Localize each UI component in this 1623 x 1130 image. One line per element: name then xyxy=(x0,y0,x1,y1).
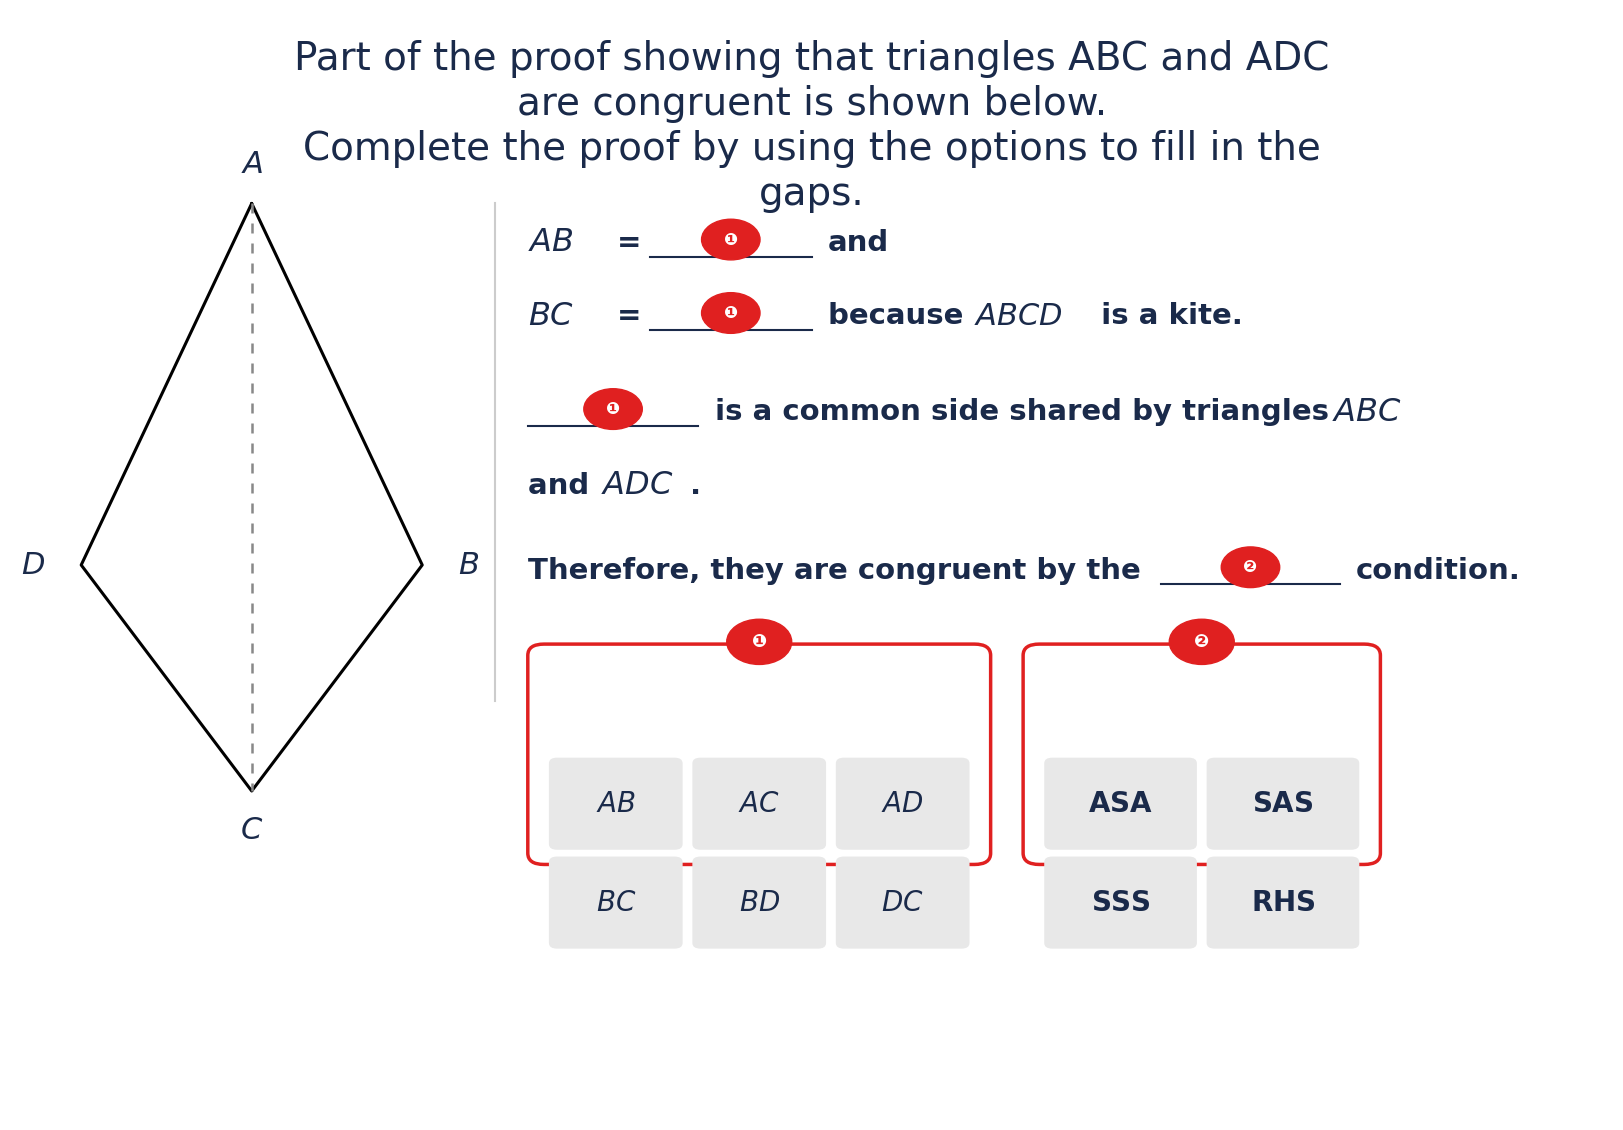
Text: ❷: ❷ xyxy=(1243,558,1256,576)
FancyBboxPatch shape xyxy=(1206,757,1358,850)
Text: is a kite.: is a kite. xyxy=(1091,303,1243,330)
Circle shape xyxy=(1220,547,1279,588)
Circle shape xyxy=(701,219,760,260)
Text: ❶: ❶ xyxy=(724,304,737,322)
FancyBboxPatch shape xyxy=(1206,857,1358,949)
Circle shape xyxy=(701,293,760,333)
Text: $AD$: $AD$ xyxy=(881,790,923,818)
Text: and: and xyxy=(828,229,889,257)
Text: $C$: $C$ xyxy=(240,816,263,845)
FancyBboxPatch shape xyxy=(527,644,990,864)
Circle shape xyxy=(1169,619,1233,664)
Text: and: and xyxy=(527,472,599,499)
Text: $\mathbf{SSS}$: $\mathbf{SSS}$ xyxy=(1091,888,1149,916)
Text: $AC$: $AC$ xyxy=(738,790,779,818)
Text: because: because xyxy=(828,303,974,330)
FancyBboxPatch shape xyxy=(691,757,826,850)
Text: ❶: ❶ xyxy=(605,400,620,418)
Text: Complete the proof by using the options to fill in the: Complete the proof by using the options … xyxy=(304,130,1319,168)
Text: $DC$: $DC$ xyxy=(881,888,923,916)
Text: ❷: ❷ xyxy=(1193,633,1209,651)
Text: $\mathbf{ASA}$: $\mathbf{ASA}$ xyxy=(1087,790,1152,818)
Text: $AB$: $AB$ xyxy=(596,790,635,818)
Text: $\mathbf{RHS}$: $\mathbf{RHS}$ xyxy=(1250,888,1315,916)
Text: is a common side shared by triangles: is a common side shared by triangles xyxy=(714,399,1328,426)
FancyBboxPatch shape xyxy=(1022,644,1380,864)
FancyBboxPatch shape xyxy=(836,757,969,850)
Text: =: = xyxy=(617,229,641,257)
Text: $ADC$: $ADC$ xyxy=(601,470,674,502)
Text: $ABCD$: $ABCD$ xyxy=(974,302,1063,331)
Text: Part of the proof showing that triangles ABC and ADC: Part of the proof showing that triangles… xyxy=(294,40,1329,78)
Text: $\mathbf{SAS}$: $\mathbf{SAS}$ xyxy=(1251,790,1313,818)
Text: $BC$: $BC$ xyxy=(596,888,636,916)
Text: $ABC$: $ABC$ xyxy=(1331,397,1401,428)
Circle shape xyxy=(584,389,643,429)
Circle shape xyxy=(725,619,792,664)
Text: are congruent is shown below.: are congruent is shown below. xyxy=(516,85,1107,123)
FancyBboxPatch shape xyxy=(691,857,826,949)
Text: $AB$: $AB$ xyxy=(527,227,573,259)
Text: Therefore, they are congruent by the: Therefore, they are congruent by the xyxy=(527,557,1139,584)
Text: $A$: $A$ xyxy=(240,149,263,179)
FancyBboxPatch shape xyxy=(1044,757,1196,850)
Text: $BC$: $BC$ xyxy=(527,301,573,332)
Text: $D$: $D$ xyxy=(21,550,45,580)
FancyBboxPatch shape xyxy=(549,757,682,850)
FancyBboxPatch shape xyxy=(1044,857,1196,949)
Text: ❶: ❶ xyxy=(724,231,737,249)
Text: condition.: condition. xyxy=(1355,557,1521,584)
Text: $B$: $B$ xyxy=(458,550,479,580)
Text: gaps.: gaps. xyxy=(758,175,865,214)
FancyBboxPatch shape xyxy=(836,857,969,949)
Text: .: . xyxy=(690,472,701,499)
FancyBboxPatch shape xyxy=(549,857,682,949)
Text: =: = xyxy=(617,303,641,330)
Text: $BD$: $BD$ xyxy=(738,888,779,916)
Text: ❶: ❶ xyxy=(751,633,766,651)
